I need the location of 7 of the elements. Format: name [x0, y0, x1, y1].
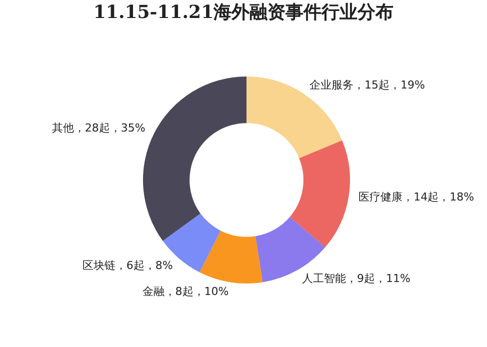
chart-title: 11.15-11.21海外融资事件行业分布	[92, 1, 395, 25]
slice-label: 金融，8起，10%	[142, 284, 229, 298]
slice-label: 其他，28起，35%	[52, 121, 146, 134]
slice-label: 企业服务，15起，19%	[310, 78, 426, 92]
slice-label: 人工智能，9起，11%	[302, 272, 410, 285]
slice-label: 医疗健康，14起，18%	[358, 190, 474, 204]
slice-label: 区块链，6起，8%	[82, 259, 173, 272]
